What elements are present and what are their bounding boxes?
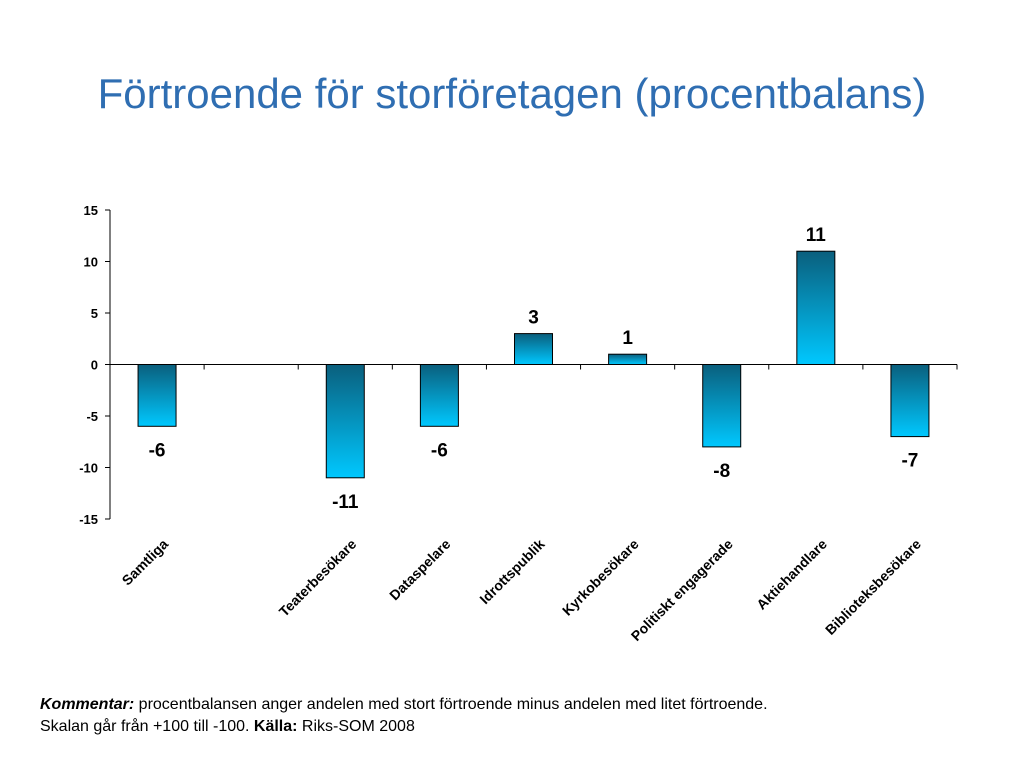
data-label: -6 xyxy=(149,440,166,461)
bar xyxy=(325,364,365,479)
bars xyxy=(137,250,930,479)
comment-label: Kommentar: xyxy=(40,696,135,713)
category-label: Dataspelare xyxy=(386,536,454,604)
comment-note: Kommentar: procentbalansen anger andelen… xyxy=(40,694,1000,738)
data-label: 1 xyxy=(622,328,633,349)
category-label: Idrottspublik xyxy=(476,536,547,607)
data-labels: -6 -11 -6 3 1 -8 11 -7 xyxy=(149,225,919,513)
chart-title: Förtroende för storföretagen (procentbal… xyxy=(97,70,927,117)
category-labels: Samtliga Teaterbesökare Dataspelare Idrotts… xyxy=(119,536,925,644)
data-label: 11 xyxy=(806,225,827,246)
source-label: Källa: xyxy=(253,718,298,735)
bar xyxy=(702,364,742,448)
y-tick-label: 5 xyxy=(91,306,98,321)
y-tick-label: 15 xyxy=(84,203,98,218)
bar xyxy=(514,333,553,366)
bar xyxy=(608,353,648,366)
data-label: -8 xyxy=(713,461,730,482)
data-label: -7 xyxy=(901,451,918,472)
y-tick-label: 10 xyxy=(84,255,98,270)
source-text: Riks-SOM 2008 xyxy=(297,718,415,735)
bar xyxy=(890,364,930,438)
data-label: -11 xyxy=(332,492,359,513)
scale-text: Skalan går från +100 till -100. xyxy=(40,718,254,735)
bar xyxy=(796,250,836,365)
category-label: Biblioteksbesökare xyxy=(822,536,924,638)
category-label: Aktiehandlare xyxy=(753,536,830,613)
category-label: Teaterbesökare xyxy=(276,536,360,620)
category-label: Samtliga xyxy=(119,536,172,589)
category-label: Politiskt engagerade xyxy=(628,536,736,644)
bar xyxy=(137,364,177,427)
comment-text: procentbalansen anger andelen med stort … xyxy=(134,696,768,713)
y-tick-label: -5 xyxy=(86,409,98,424)
comment-line-1: Kommentar: procentbalansen anger andelen… xyxy=(40,694,1000,716)
bar-chart: 15 10 5 0 -5 -10 -15 -6 -11 -6 3 1 -8 11 -7 Samtliga T… xyxy=(79,203,958,644)
y-tick-label: -15 xyxy=(79,512,98,527)
comment-line-2: Skalan går från +100 till -100. Källa: R… xyxy=(40,716,1000,738)
bar xyxy=(419,364,459,427)
y-tick-label: -10 xyxy=(79,461,98,476)
y-tick-label: 0 xyxy=(91,358,98,373)
data-label: -6 xyxy=(431,440,448,461)
data-label: 3 xyxy=(528,308,539,329)
category-label: Kyrkobesökare xyxy=(559,536,642,619)
